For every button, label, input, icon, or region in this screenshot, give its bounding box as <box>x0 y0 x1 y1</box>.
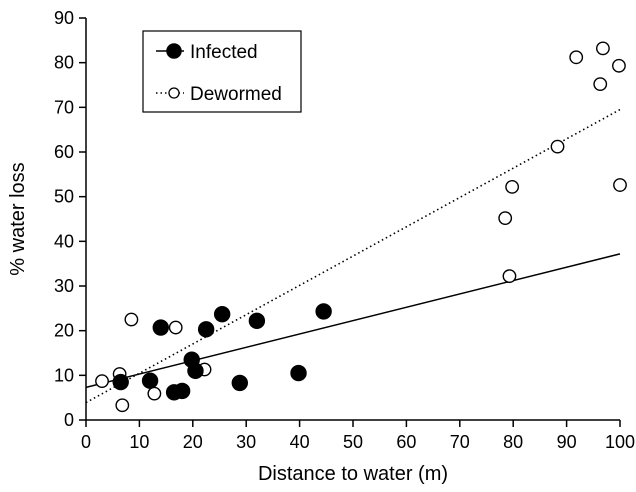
y-tick-label: 70 <box>54 97 74 117</box>
y-tick-label: 80 <box>54 53 74 73</box>
x-tick-label: 50 <box>343 432 363 452</box>
dewormed-point <box>168 320 183 335</box>
x-tick-label: 30 <box>236 432 256 452</box>
dewormed-fit-line <box>85 108 621 404</box>
y-tick-label: 0 <box>64 410 74 430</box>
infected-point <box>187 362 204 380</box>
infected-point <box>141 372 159 389</box>
infected-fit-line <box>85 253 621 389</box>
dewormed-point <box>502 269 517 284</box>
x-tick-label: 10 <box>129 432 149 452</box>
dewormed-point <box>95 374 109 389</box>
dewormed-point <box>613 178 627 192</box>
x-tick-label: 70 <box>450 432 470 452</box>
x-axis: 0 10 20 30 40 50 60 70 80 90 100 <box>81 419 635 452</box>
dewormed-point <box>124 312 139 327</box>
infected-point <box>248 312 266 330</box>
x-ticks: 0 10 20 30 40 50 60 70 80 90 100 <box>81 420 635 452</box>
legend-box <box>142 30 302 113</box>
infected-point <box>197 321 215 338</box>
x-tick-label: 80 <box>503 432 523 452</box>
dewormed-point <box>569 50 584 65</box>
y-axis: 0 10 20 30 40 50 60 70 80 90 <box>54 8 87 430</box>
y-tick-label: 60 <box>54 142 74 162</box>
x-tick-label: 90 <box>557 432 577 452</box>
x-tick-label: 0 <box>81 432 91 452</box>
legend-dewormed-marker <box>168 87 180 99</box>
fit-lines <box>85 108 621 404</box>
x-tick-label: 60 <box>396 432 416 452</box>
dewormed-point <box>115 398 130 413</box>
infected-point <box>173 382 191 400</box>
y-tick-label: 90 <box>54 8 74 28</box>
dewormed-point <box>505 179 520 194</box>
legend: Infected Dewormed <box>142 30 302 113</box>
dewormed-point <box>596 41 610 56</box>
x-tick-label: 20 <box>183 432 203 452</box>
legend-infected-label: Infected <box>190 42 258 63</box>
infected-point <box>231 374 248 392</box>
data-points <box>95 41 627 413</box>
infected-point <box>315 303 332 320</box>
y-tick-label: 20 <box>54 321 74 341</box>
infected-point <box>152 319 169 336</box>
dewormed-point <box>498 211 513 226</box>
x-tick-label: 40 <box>290 432 310 452</box>
y-tick-label: 50 <box>54 187 74 207</box>
y-axis-title: % water loss <box>7 162 29 275</box>
legend-dewormed-label: Dewormed <box>190 84 282 105</box>
x-axis-title: Distance to water (m) <box>258 463 448 485</box>
infected-point <box>112 373 129 391</box>
dewormed-point <box>612 58 626 73</box>
infected-point <box>290 364 307 382</box>
y-tick-label: 10 <box>54 365 74 385</box>
legend-infected-marker <box>166 43 182 59</box>
dewormed-point <box>593 77 608 92</box>
y-tick-label: 40 <box>54 231 74 251</box>
y-ticks: 0 10 20 30 40 50 60 70 80 90 <box>54 8 86 430</box>
x-tick-label: 100 <box>605 432 635 452</box>
infected-point <box>213 305 231 323</box>
dewormed-point <box>147 386 162 401</box>
y-tick-label: 30 <box>54 276 74 296</box>
dewormed-point <box>550 139 565 154</box>
